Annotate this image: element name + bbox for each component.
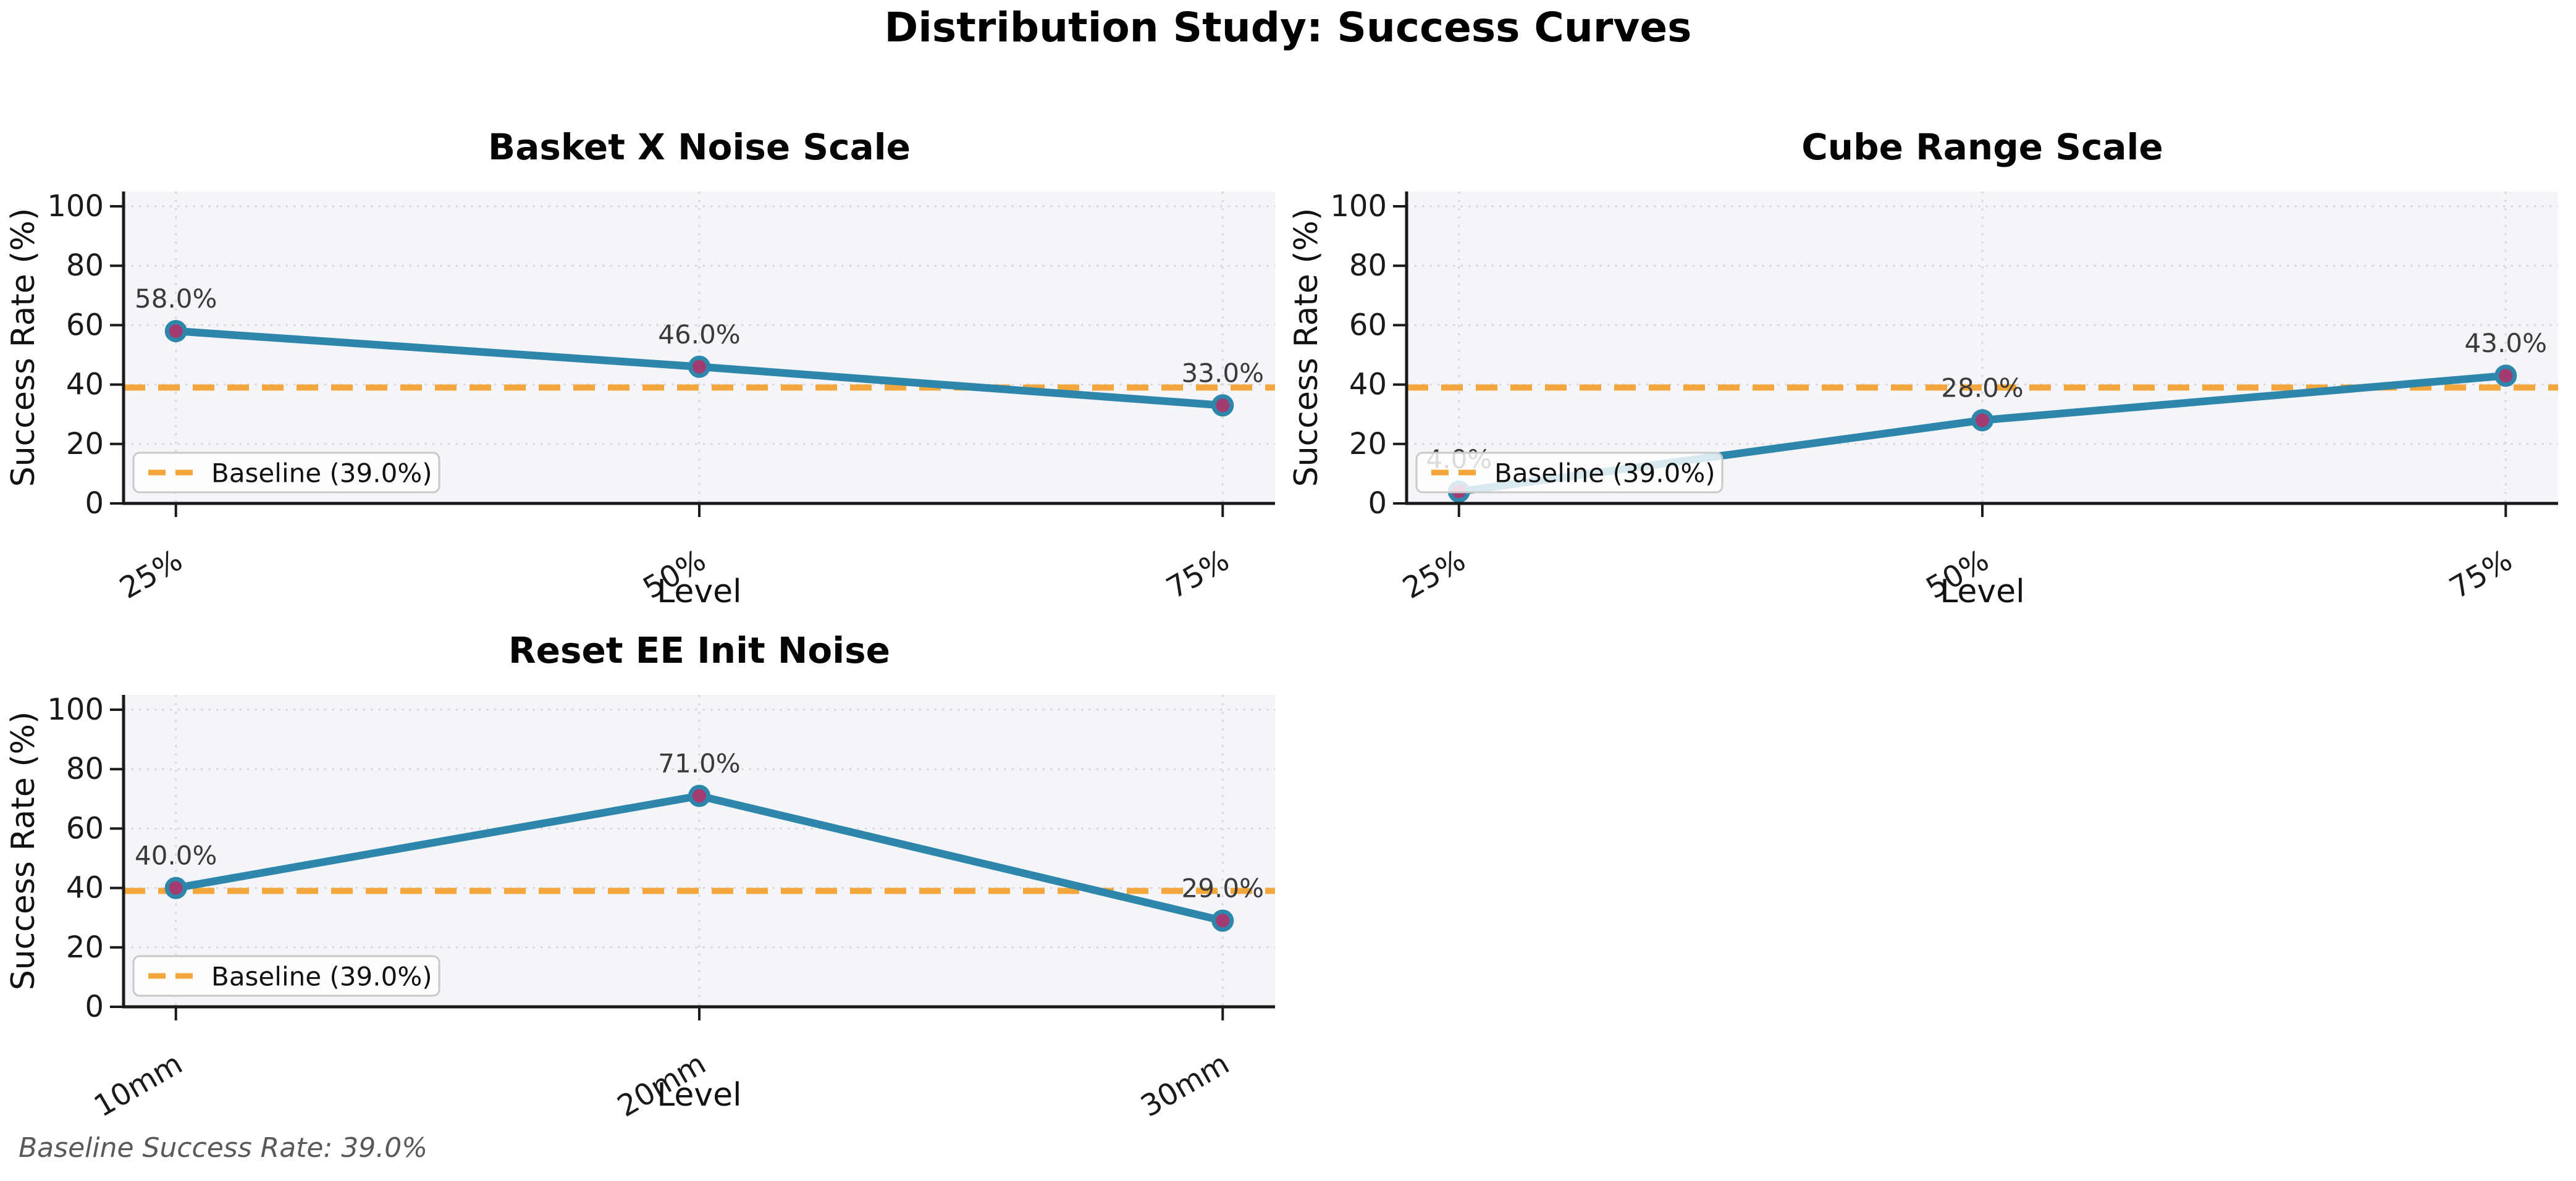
x-tick-label: 25% bbox=[114, 543, 188, 606]
legend-box bbox=[1415, 452, 1724, 494]
baseline-footnote: Baseline Success Rate: 39.0% bbox=[19, 1132, 428, 1164]
y-tick-label: 40 bbox=[66, 871, 104, 906]
x-tick-label: 75% bbox=[2444, 543, 2518, 606]
y-tick-label: 0 bbox=[1368, 486, 1387, 521]
subplot-title: Basket X Noise Scale bbox=[488, 126, 911, 168]
y-tick-label: 20 bbox=[66, 930, 104, 965]
point-value-label: 58.0% bbox=[135, 284, 217, 314]
y-tick-label: 80 bbox=[66, 248, 104, 283]
data-point-marker bbox=[164, 876, 187, 899]
point-value-label: 29.0% bbox=[1182, 873, 1264, 904]
data-point-marker bbox=[2494, 364, 2517, 387]
point-value-label: 71.0% bbox=[658, 749, 740, 779]
point-value-label: 28.0% bbox=[1941, 372, 2023, 403]
y-tick-label: 80 bbox=[66, 752, 104, 786]
legend-entry-label: Baseline (39.0%) bbox=[211, 962, 432, 992]
y-tick-label: 0 bbox=[85, 486, 104, 521]
data-point-marker bbox=[1971, 409, 1993, 432]
legend-entry-label: Baseline (39.0%) bbox=[1494, 458, 1715, 489]
legend: Baseline (39.0%) bbox=[132, 452, 440, 494]
y-tick-label: 40 bbox=[66, 368, 104, 402]
data-point-marker bbox=[1211, 909, 1234, 932]
subplot-cube-range-scale: 4.0%28.0%43.0%02040608010025%50%75%Level… bbox=[1288, 126, 2558, 610]
point-value-label: 46.0% bbox=[658, 319, 740, 350]
y-tick-label: 20 bbox=[66, 427, 104, 461]
y-tick-label: 100 bbox=[1330, 189, 1387, 224]
subplot-title: Reset EE Init Noise bbox=[508, 629, 890, 671]
y-tick-label: 60 bbox=[66, 811, 104, 846]
subplot-title: Cube Range Scale bbox=[1801, 126, 2163, 168]
y-tick-label: 60 bbox=[1349, 308, 1387, 342]
data-point-marker bbox=[1211, 394, 1234, 417]
point-value-label: 33.0% bbox=[1182, 358, 1264, 388]
x-tick-label: 30mm bbox=[1135, 1046, 1235, 1124]
y-tick-label: 80 bbox=[1349, 248, 1387, 283]
y-axis-label: Success Rate (%) bbox=[1288, 208, 1325, 487]
x-tick-label: 25% bbox=[1397, 543, 1471, 606]
data-point-marker bbox=[688, 355, 710, 378]
y-tick-label: 100 bbox=[47, 189, 104, 224]
x-tick-label: 75% bbox=[1161, 543, 1235, 606]
point-value-label: 43.0% bbox=[2465, 328, 2547, 358]
legend-box bbox=[132, 955, 440, 997]
figure-title: Distribution Study: Success Curves bbox=[884, 4, 1692, 51]
x-tick-label: 10mm bbox=[88, 1046, 188, 1124]
data-point-marker bbox=[164, 320, 187, 343]
y-tick-label: 60 bbox=[66, 308, 104, 342]
x-axis-label: Level bbox=[657, 1077, 741, 1114]
y-tick-label: 0 bbox=[85, 990, 104, 1024]
legend: Baseline (39.0%) bbox=[1415, 452, 1724, 494]
data-point-marker bbox=[688, 784, 710, 807]
legend-box bbox=[132, 452, 440, 494]
x-axis-label: Level bbox=[1940, 573, 2024, 610]
y-axis-label: Success Rate (%) bbox=[5, 208, 42, 487]
y-tick-label: 20 bbox=[1349, 427, 1387, 461]
legend: Baseline (39.0%) bbox=[132, 955, 440, 997]
legend-entry-label: Baseline (39.0%) bbox=[211, 458, 432, 489]
point-value-label: 40.0% bbox=[135, 841, 217, 871]
y-axis-label: Success Rate (%) bbox=[5, 712, 42, 991]
y-tick-label: 40 bbox=[1349, 368, 1387, 402]
x-axis-label: Level bbox=[657, 573, 741, 610]
y-tick-label: 100 bbox=[47, 692, 104, 727]
